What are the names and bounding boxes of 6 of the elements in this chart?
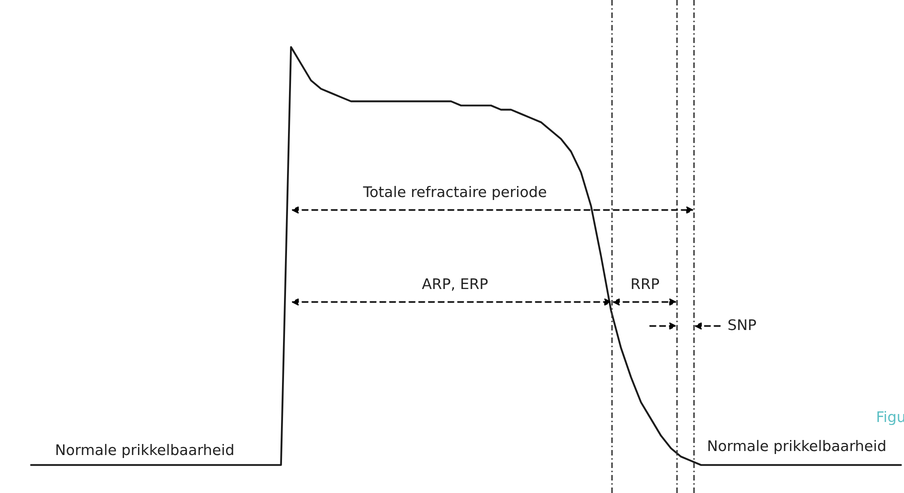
annotation: RRP [632,278,660,290]
annotation: Normale prikkelbaarheid [56,444,234,458]
annotation: Totale refractaire periode [363,186,546,200]
annotation: ARP, ERP [422,278,488,291]
annotation: Normale prikkelbaarheid [708,440,886,454]
annotation: SNP [728,319,756,330]
